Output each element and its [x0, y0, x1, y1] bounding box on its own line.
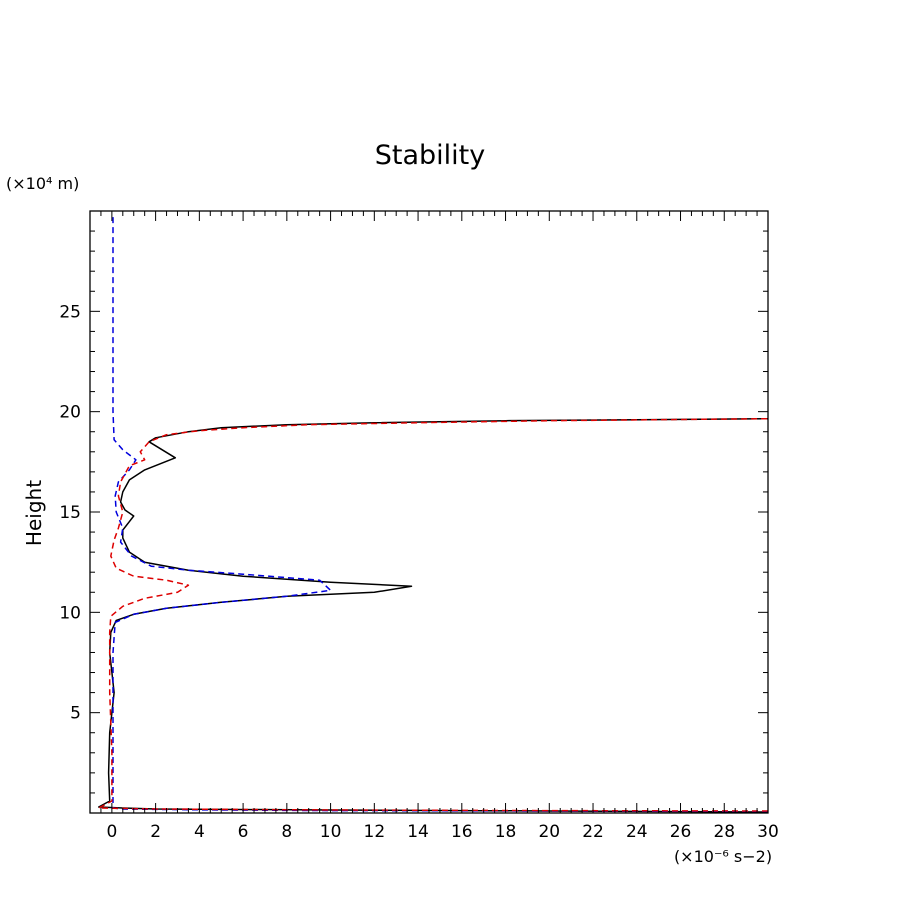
x-tick-label: 26 — [670, 822, 692, 842]
y-axis-label: Height — [22, 480, 46, 546]
x-tick-label: 4 — [194, 822, 205, 842]
y-tick-label: 15 — [59, 503, 81, 523]
x-tick-label: 0 — [106, 822, 117, 842]
chart-title: Stability — [375, 140, 486, 171]
x-tick-label: 12 — [364, 822, 386, 842]
y-tick-label: 5 — [70, 704, 81, 724]
x-tick-label: 10 — [320, 822, 342, 842]
x-tick-label: 22 — [582, 822, 604, 842]
x-axis-unit-label: (×10⁻⁶ s−2) — [674, 847, 772, 866]
x-tick-label: 28 — [713, 822, 735, 842]
x-tick-label: 30 — [757, 822, 779, 842]
y-tick-label: 25 — [59, 302, 81, 322]
y-tick-label: 10 — [59, 603, 81, 623]
series-line-3 — [97, 417, 769, 812]
x-tick-label: 6 — [238, 822, 249, 842]
y-tick-label: 20 — [59, 403, 81, 423]
x-tick-label: 18 — [495, 822, 517, 842]
plot-frame — [89, 210, 769, 814]
x-tick-label: 14 — [407, 822, 429, 842]
series-line-2 — [112, 215, 769, 813]
x-tick-label: 8 — [281, 822, 292, 842]
y-axis-unit-label: (×10⁴ m) — [6, 174, 79, 193]
series-layer — [97, 215, 769, 813]
x-tick-label: 20 — [538, 822, 560, 842]
x-tick-label: 2 — [150, 822, 161, 842]
x-tick-label: 16 — [451, 822, 473, 842]
x-tick-label: 24 — [626, 822, 648, 842]
series-line-1 — [97, 417, 769, 813]
